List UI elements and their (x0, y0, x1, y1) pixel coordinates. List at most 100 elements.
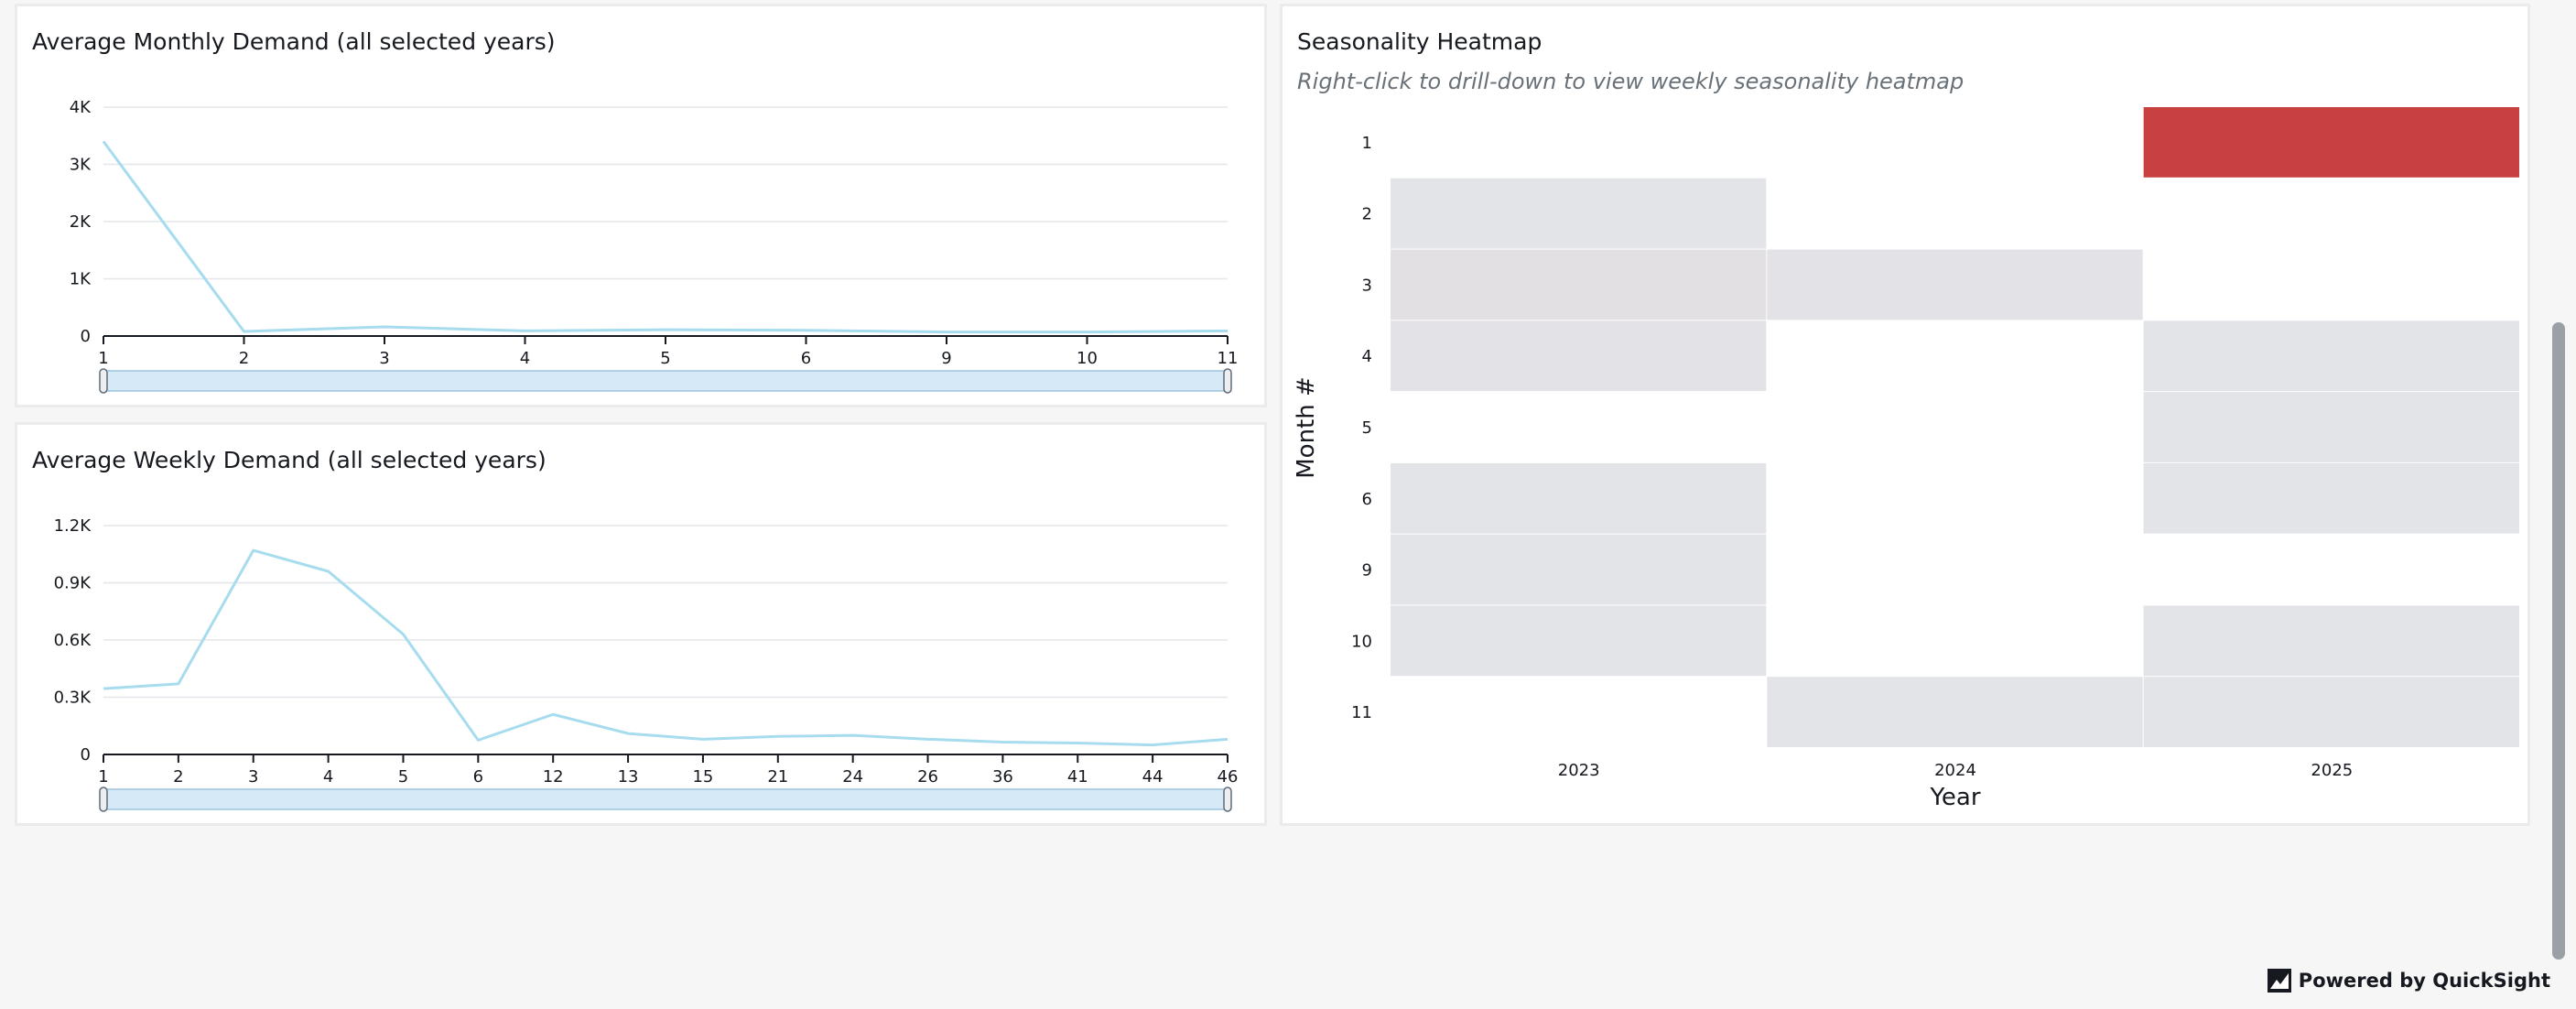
weekly-range-slider[interactable] (103, 788, 1228, 810)
weekly-data-point[interactable] (995, 734, 1010, 749)
weekly-data-point[interactable] (1220, 732, 1235, 746)
monthly-data-point[interactable] (518, 323, 533, 338)
weekly-x-tick-label: 5 (398, 767, 408, 787)
heatmap-y-tick-label: 5 (1362, 418, 1372, 438)
weekly-data-point[interactable] (321, 564, 336, 579)
heatmap-y-tick-label: 1 (1362, 134, 1372, 153)
weekly-data-point[interactable] (696, 732, 710, 746)
heatmap-x-axis-title: Year (1929, 784, 1980, 811)
weekly-series-line[interactable] (103, 548, 1228, 747)
heatmap-cell[interactable] (1391, 534, 1767, 605)
monthly-y-tick-label: 1K (70, 270, 92, 289)
weekly-chart-title: Average Weekly Demand (all selected year… (32, 447, 547, 473)
monthly-x-tick-label: 11 (1218, 349, 1239, 368)
monthly-line-chart[interactable]: 0 1K 2K 3K 4K 1 2 3 4 5 6 9 10 11 (17, 6, 1264, 405)
weekly-x-tick-label: 4 (323, 767, 333, 787)
heatmap-cell[interactable] (2143, 462, 2519, 534)
weekly-data-point[interactable] (771, 729, 785, 743)
heatmap-y-tick-label: 3 (1362, 276, 1372, 295)
heatmap-y-tick-label: 10 (1351, 632, 1372, 651)
monthly-data-point[interactable] (237, 324, 252, 339)
monthly-x-tick-label: 9 (941, 349, 951, 368)
weekly-x-tick-label: 21 (767, 767, 788, 787)
weekly-x-tick-label: 6 (473, 767, 483, 787)
heatmap-cell[interactable] (2143, 107, 2519, 178)
quicksight-logo-icon (2267, 969, 2291, 993)
weekly-y-tick-label: 1.2K (54, 516, 92, 536)
weekly-data-point[interactable] (171, 677, 186, 691)
heatmap-cell[interactable] (1391, 605, 1767, 677)
heatmap-cell[interactable] (2143, 605, 2519, 677)
heatmap-cell[interactable] (2143, 677, 2519, 747)
monthly-series-line[interactable] (102, 140, 1228, 334)
weekly-x-tick-label: 44 (1142, 767, 1164, 787)
weekly-data-point[interactable] (395, 627, 410, 642)
weekly-data-point[interactable] (546, 707, 560, 721)
weekly-x-tick-label: 26 (917, 767, 938, 787)
weekly-x-tick-label: 13 (618, 767, 639, 787)
monthly-data-point[interactable] (939, 325, 954, 340)
monthly-data-point[interactable] (1220, 323, 1235, 338)
weekly-x-tick-label: 24 (842, 767, 863, 787)
monthly-x-tick-label: 10 (1077, 349, 1098, 368)
monthly-y-tick-label: 4K (70, 98, 92, 117)
monthly-x-tick-label: 4 (520, 349, 530, 368)
seasonality-heatmap[interactable]: 1 2 3 4 5 6 9 10 11 2023 2024 2025 Year Month # (1283, 6, 2527, 823)
weekly-data-point[interactable] (246, 543, 261, 558)
monthly-x-tick-label: 1 (98, 349, 108, 368)
heatmap-x-tick-label: 2024 (1934, 761, 1976, 780)
heatmap-cell[interactable] (2143, 320, 2519, 392)
weekly-data-point[interactable] (96, 681, 111, 696)
monthly-x-tick-label: 6 (801, 349, 811, 368)
heatmap-cell[interactable] (1391, 178, 1767, 249)
heatmap-y-tick-label: 2 (1362, 205, 1372, 224)
heatmap-subtitle: Right-click to drill-down to view weekly… (1297, 69, 1964, 94)
weekly-y-tick-label: 0.3K (54, 689, 92, 708)
weekly-x-tick-label: 15 (692, 767, 713, 787)
monthly-y-tick-label: 2K (70, 212, 92, 232)
weekly-line-chart[interactable]: 00.3K0.6K0.9K1.2K1 2 3 4 5 6 12 13 15 21 24 26 36 41 4… (17, 425, 1264, 823)
monthly-data-point[interactable] (377, 320, 392, 334)
weekly-range-handle-right[interactable] (1223, 787, 1232, 812)
weekly-data-point[interactable] (471, 732, 485, 747)
weekly-y-tick-label: 0.9K (54, 574, 92, 593)
monthly-demand-panel: Average Monthly Demand (all selected yea… (15, 4, 1267, 407)
weekly-data-point[interactable] (621, 726, 635, 741)
monthly-data-point[interactable] (658, 322, 673, 337)
heatmap-cell[interactable] (2143, 392, 2519, 462)
weekly-x-tick-label: 46 (1218, 767, 1239, 787)
powered-by-quicksight[interactable]: Powered by QuickSight (2267, 968, 2550, 993)
monthly-data-point[interactable] (96, 135, 111, 149)
weekly-data-point[interactable] (846, 728, 860, 743)
monthly-chart-title: Average Monthly Demand (all selected yea… (32, 28, 556, 55)
heatmap-cell[interactable] (1767, 677, 2143, 747)
page-scrollbar[interactable] (2552, 322, 2565, 960)
weekly-data-point[interactable] (1070, 736, 1085, 751)
weekly-x-tick-label: 36 (992, 767, 1013, 787)
monthly-range-handle-left[interactable] (99, 368, 108, 394)
monthly-data-point[interactable] (1080, 325, 1095, 340)
heatmap-y-tick-label: 6 (1362, 490, 1372, 509)
heatmap-cell[interactable] (1391, 320, 1767, 392)
monthly-x-tick-label: 5 (660, 349, 670, 368)
heatmap-x-tick-label: 2023 (1558, 761, 1600, 780)
weekly-x-tick-label: 41 (1067, 767, 1088, 787)
heatmap-cell[interactable] (1391, 249, 1767, 320)
weekly-data-point[interactable] (1145, 738, 1160, 753)
monthly-x-tick-label: 2 (239, 349, 249, 368)
heatmap-cell[interactable] (1391, 462, 1767, 534)
weekly-range-handle-left[interactable] (99, 787, 108, 812)
heatmap-y-axis-title: Month # (1293, 376, 1320, 479)
monthly-data-point[interactable] (799, 323, 814, 338)
heatmap-y-tick-label: 9 (1362, 561, 1372, 580)
heatmap-x-tick-label: 2025 (2311, 761, 2353, 780)
heatmap-y-tick-label: 4 (1362, 347, 1372, 366)
heatmap-cell[interactable] (1767, 249, 2143, 320)
footer-brand-label: Powered by QuickSight (2298, 970, 2550, 992)
weekly-x-tick-label: 3 (248, 767, 258, 787)
monthly-range-handle-right[interactable] (1223, 368, 1232, 394)
weekly-y-tick-label: 0 (81, 745, 91, 765)
weekly-x-tick-label: 1 (98, 767, 108, 787)
monthly-range-slider[interactable] (103, 370, 1228, 392)
weekly-data-point[interactable] (921, 732, 936, 746)
